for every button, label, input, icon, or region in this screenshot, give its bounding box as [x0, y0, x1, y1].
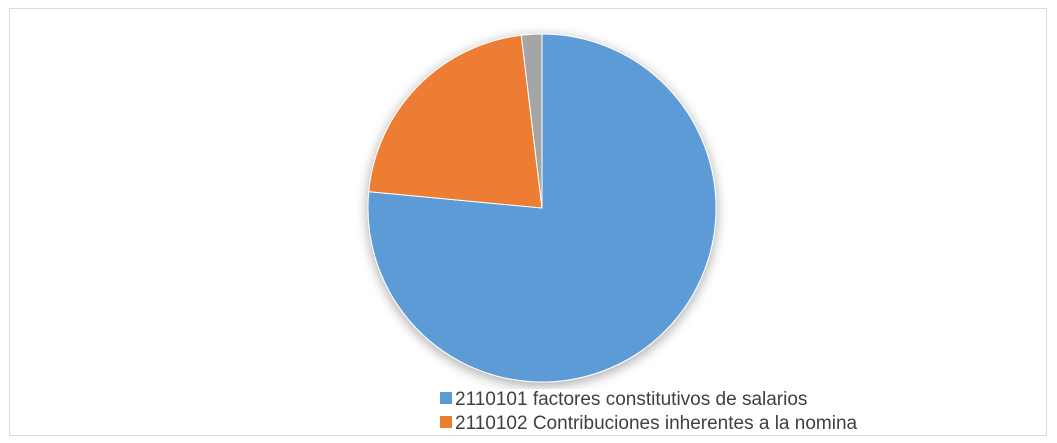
chart-legend: 2110101 factores constitutivos de salari… — [428, 389, 1046, 435]
pie-slice-2 — [368, 34, 543, 209]
legend-label: 2110102 Contribuciones inherentes a la n… — [455, 413, 858, 434]
legend-label: 2110101 factores constitutivos de salari… — [455, 389, 808, 410]
legend-swatch-orange — [440, 415, 452, 428]
pie-slice-3 — [520, 33, 543, 209]
chart-area: 2110101 factores constitutivos de salari… — [9, 8, 1047, 436]
legend-swatch-blue — [440, 391, 452, 404]
legend-item-contribuciones: 2110102 Contribuciones inherentes a la n… — [440, 413, 857, 435]
legend-item-salarios: 2110101 factores constitutivos de salari… — [440, 389, 807, 411]
pie-chart — [367, 33, 717, 383]
